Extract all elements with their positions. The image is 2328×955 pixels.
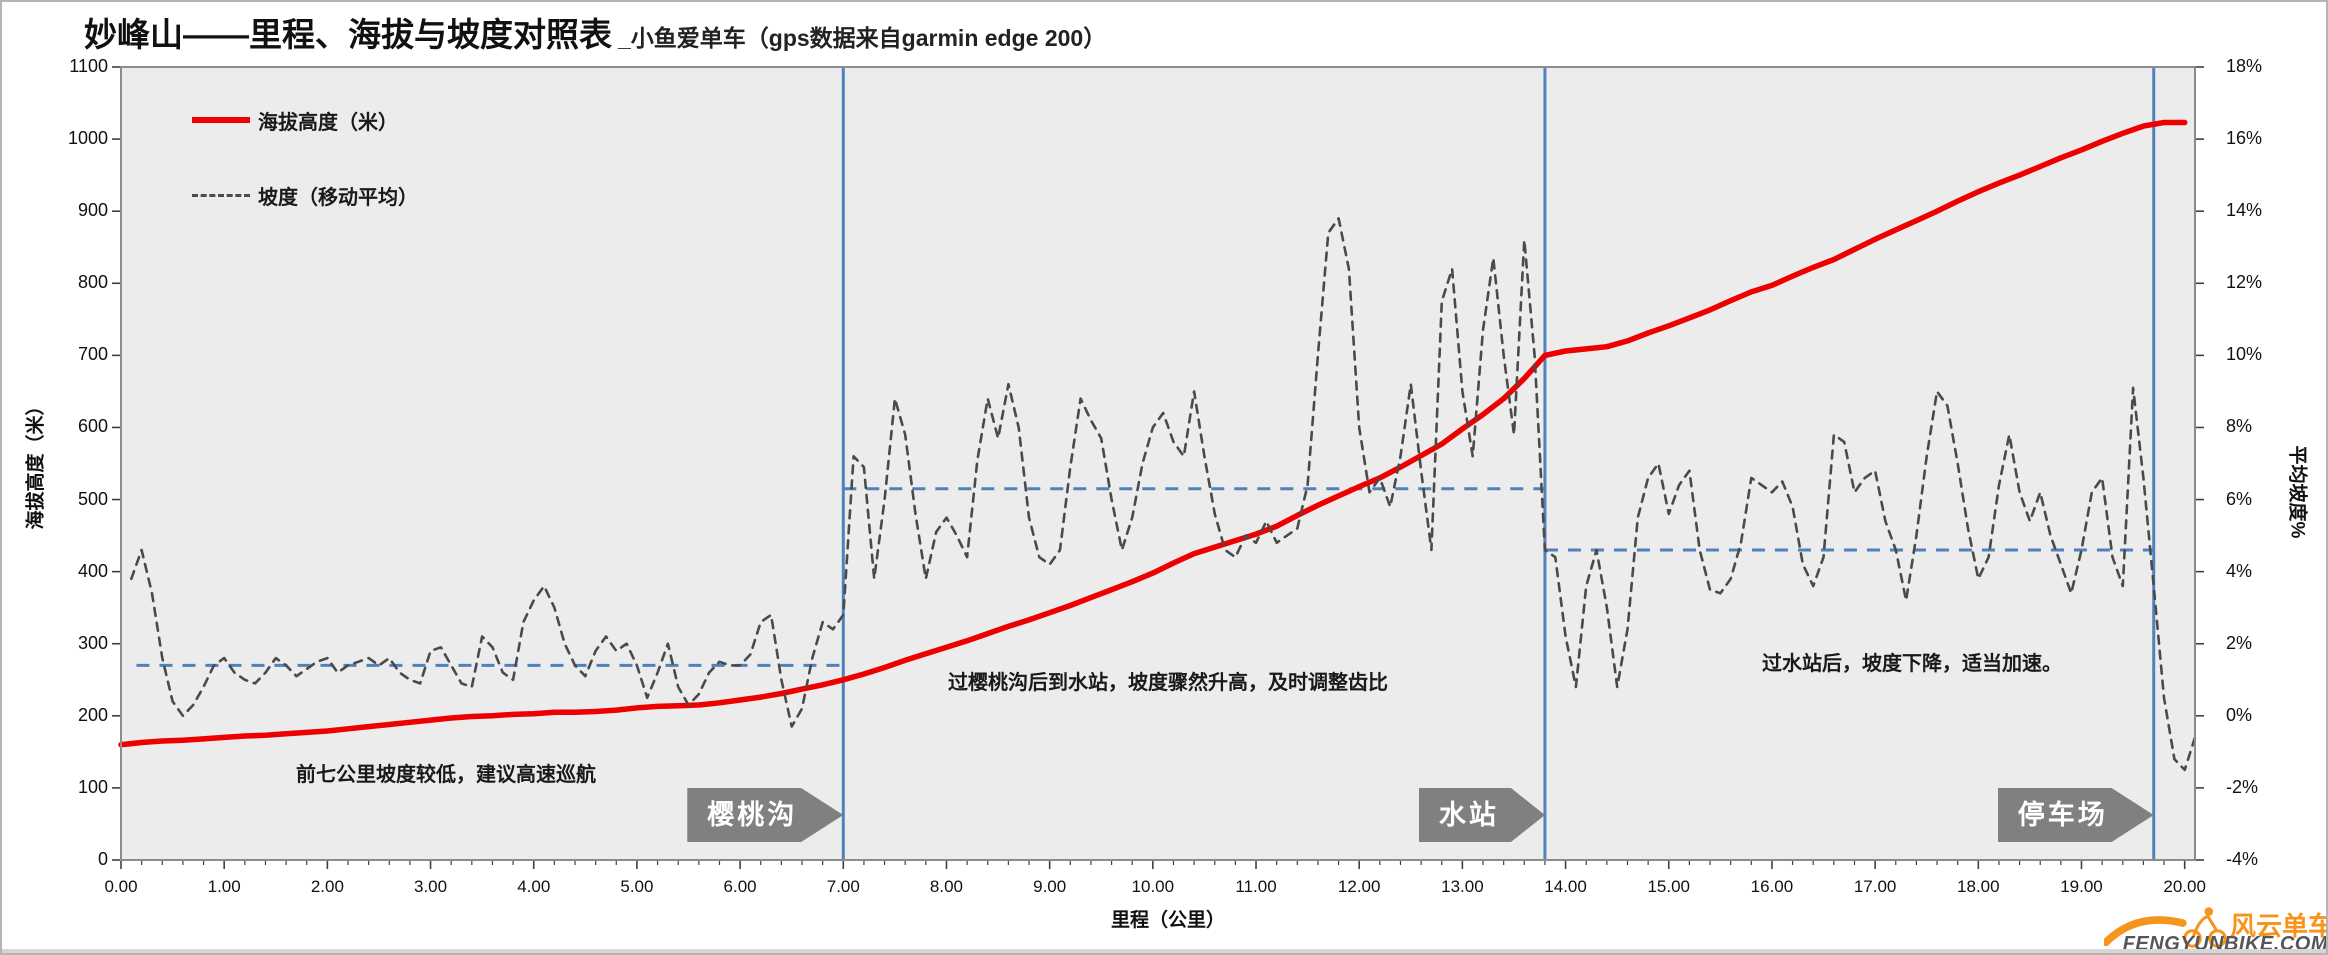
x-tick-label: 6.00	[723, 877, 757, 896]
x-tick-label: 4.00	[517, 877, 551, 896]
y-right-tick-label: 0%	[2226, 704, 2253, 725]
plot-area	[121, 67, 2195, 860]
window-bottom-edge	[2, 949, 2326, 953]
x-tick-label: 2.00	[310, 877, 344, 896]
x-tick-label: 12.00	[1337, 877, 1381, 896]
y-right-tick-label: 14%	[2226, 200, 2263, 221]
y-right-tick-label: 10%	[2226, 344, 2263, 365]
elevation-line	[118, 119, 2188, 748]
annotation-segment-1: 前七公里坡度较低，建议高速巡航	[296, 764, 596, 786]
x-tick-label: 11.00	[1235, 877, 1277, 896]
y-left-tick-label: 600	[77, 416, 108, 437]
x-tick-label: 17.00	[1853, 877, 1897, 896]
y-right-tick-label: 6%	[2226, 488, 2253, 509]
x-tick-label: 5.00	[620, 877, 654, 896]
y-left-tick-label: 700	[77, 344, 108, 365]
x-tick-label: 10.00	[1131, 877, 1175, 896]
x-tick-label: 9.00	[1033, 877, 1067, 896]
x-tick-label: 0.00	[104, 877, 138, 896]
y-left-tick-label: 1100	[69, 56, 108, 76]
x-tick-label: 13.00	[1441, 877, 1484, 896]
chart-title: 妙峰山——里程、海拔与坡度对照表 _小鱼爱单车（gps数据来自garmin edg…	[84, 8, 1106, 56]
annotation-segment-2: 过樱桃沟后到水站，坡度骤然升高，及时调整齿比	[948, 672, 1388, 694]
y-left-tick-label: 500	[77, 488, 108, 509]
brand-website: FENGYUNBIKE.COM	[2122, 933, 2328, 955]
brand-cyclist-logo-icon	[2104, 907, 2227, 948]
y-right-tick-label: 8%	[2226, 416, 2253, 437]
y-right-tick-label: 18%	[2226, 56, 2263, 76]
x-tick-label: 7.00	[826, 877, 860, 896]
x-axis-title: 里程（公里）	[1110, 910, 1226, 931]
chart-title-main: 妙峰山——里程、海拔与坡度对照表	[84, 16, 612, 53]
y-right-tick-label: 2%	[2226, 632, 2253, 653]
x-tick-label: 3.00	[414, 877, 448, 896]
y-right-tick-label: 16%	[2226, 128, 2263, 149]
y-left-tick-label: 0	[97, 849, 108, 869]
legend-label-elevation: 海拔高度（米）	[258, 111, 398, 134]
legend-item-elevation: 海拔高度（米）	[192, 106, 398, 134]
x-tick-label: 20.00	[2163, 877, 2206, 896]
brand-name: 风云单车	[2230, 911, 2328, 941]
y-right-tick-label: -4%	[2226, 849, 2259, 869]
y-left-tick-label: 900	[77, 200, 108, 221]
x-tick-label: 14.00	[1544, 877, 1587, 896]
y-right-tick-label: 4%	[2226, 560, 2253, 581]
x-tick-label: 16.00	[1750, 877, 1794, 896]
y-left-tick-label: 200	[77, 704, 108, 725]
y-left-tick-label: 300	[77, 632, 108, 653]
x-tick-label: 18.00	[1957, 877, 2000, 896]
legend-label-slope: 坡度（移动平均）	[258, 186, 418, 209]
chart-title-sub: _小鱼爱单车（gps数据来自garmin edge 200）	[618, 25, 1107, 51]
slope-line-swatch	[192, 193, 250, 197]
x-tick-label: 1.00	[207, 877, 241, 896]
slope-line	[130, 217, 2197, 772]
y-right-tick-label: 12%	[2226, 272, 2263, 293]
x-tick-label: 15.00	[1647, 877, 1691, 896]
y-right-tick-label: -2%	[2226, 776, 2259, 797]
y-left-tick-label: 100	[77, 776, 108, 797]
y-left-tick-label: 1000	[67, 128, 108, 149]
annotation-segment-3: 过水站后，坡度下降，适当加速。	[1762, 653, 2062, 675]
elevation-line-swatch	[192, 117, 250, 123]
y-left-tick-label: 400	[77, 560, 108, 581]
legend-item-slope: 坡度（移动平均）	[192, 181, 418, 209]
y-left-tick-label: 800	[77, 272, 108, 293]
x-tick-label: 19.00	[2060, 877, 2103, 896]
plot-border	[120, 66, 2196, 861]
x-tick-label: 8.00	[929, 877, 964, 896]
